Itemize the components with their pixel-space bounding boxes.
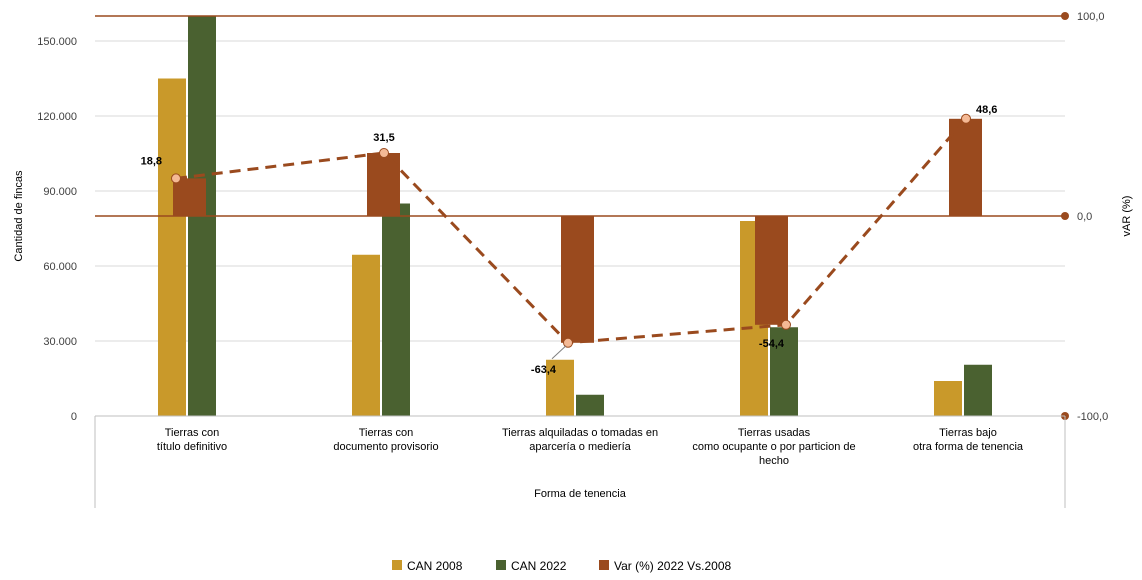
axes: 0 30.000 60.000 90.000 120.000 150.000 -100,0 0… bbox=[37, 11, 1108, 508]
variation-data-label: -63,4 bbox=[531, 364, 557, 376]
y-axis-title: Cantidad de fincas bbox=[13, 170, 25, 262]
data-labels: 18,8 31,5 -63,4 -54,4 48,6 bbox=[141, 104, 998, 376]
variation-data-label: 31,5 bbox=[373, 132, 394, 144]
bar-variation bbox=[561, 216, 594, 343]
y2-tick-label: -100,0 bbox=[1077, 411, 1108, 423]
y2-tick-marker bbox=[1061, 12, 1069, 20]
x-axis-title: Forma de tenencia bbox=[534, 488, 627, 500]
x-tick-label: como ocupante o por particion de bbox=[692, 441, 855, 453]
bar-can-2008 bbox=[934, 381, 962, 416]
bar-can-2008 bbox=[546, 359, 574, 416]
y-tick-label: 90.000 bbox=[43, 186, 77, 198]
y2-tick-marker bbox=[1061, 212, 1069, 220]
legend-swatch bbox=[496, 560, 506, 570]
bar-can-2022 bbox=[770, 327, 798, 416]
y-tick-label: 30.000 bbox=[43, 336, 77, 348]
legend: CAN 2008 CAN 2022 Var (%) 2022 Vs.2008 bbox=[392, 559, 732, 573]
legend-swatch bbox=[599, 560, 609, 570]
variation-marker bbox=[563, 337, 573, 348]
x-tick-label: Tierras usadas bbox=[738, 427, 811, 439]
x-tick-label: hecho bbox=[759, 455, 789, 467]
bar-variation bbox=[173, 178, 206, 216]
variation-marker bbox=[379, 148, 389, 158]
bar-variation bbox=[755, 216, 788, 325]
y2-tick-label: 0,0 bbox=[1077, 211, 1092, 223]
y2-tick-label: 100,0 bbox=[1077, 11, 1105, 23]
y-tick-label: 0 bbox=[71, 411, 77, 423]
x-tick-label: aparcería o mediería bbox=[529, 441, 631, 453]
x-tick-label: Tierras alquiladas o tomadas en bbox=[502, 427, 658, 439]
variation-data-label: 48,6 bbox=[976, 104, 997, 116]
x-tick-label: Tierras con bbox=[359, 427, 414, 439]
bar-can-2008 bbox=[158, 78, 186, 416]
bars bbox=[158, 16, 992, 416]
x-tick-label: Tierras bajo bbox=[939, 427, 997, 439]
bar-variation bbox=[949, 118, 982, 216]
legend-label: Var (%) 2022 Vs.2008 bbox=[614, 559, 732, 573]
legend-label: CAN 2022 bbox=[511, 559, 567, 573]
legend-label: CAN 2008 bbox=[407, 559, 463, 573]
bar-can-2022 bbox=[382, 203, 410, 416]
variation-data-label: 18,8 bbox=[141, 155, 162, 167]
variation-line bbox=[171, 113, 971, 348]
reference-lines bbox=[95, 12, 1069, 420]
bar-can-2008 bbox=[352, 254, 380, 416]
y-tick-label: 60.000 bbox=[43, 261, 77, 273]
variation-data-label: -54,4 bbox=[759, 338, 785, 350]
bar-can-2022 bbox=[964, 364, 992, 416]
variation-marker bbox=[171, 173, 181, 184]
gridlines bbox=[95, 40, 1065, 342]
x-tick-label: documento provisorio bbox=[333, 441, 438, 453]
y-tick-label: 120.000 bbox=[37, 111, 77, 123]
legend-swatch bbox=[392, 560, 402, 570]
variation-marker bbox=[781, 319, 791, 330]
x-tick-label: título definitivo bbox=[157, 441, 227, 453]
y-tick-label: 150.000 bbox=[37, 36, 77, 48]
y2-axis-title: vAR (%) bbox=[1121, 196, 1133, 237]
bar-can-2022 bbox=[576, 394, 604, 416]
label-leader-line bbox=[551, 345, 567, 360]
variation-marker bbox=[961, 113, 971, 124]
x-tick-label: otra forma de tenencia bbox=[913, 441, 1024, 453]
x-tick-label: Tierras con bbox=[165, 427, 220, 439]
